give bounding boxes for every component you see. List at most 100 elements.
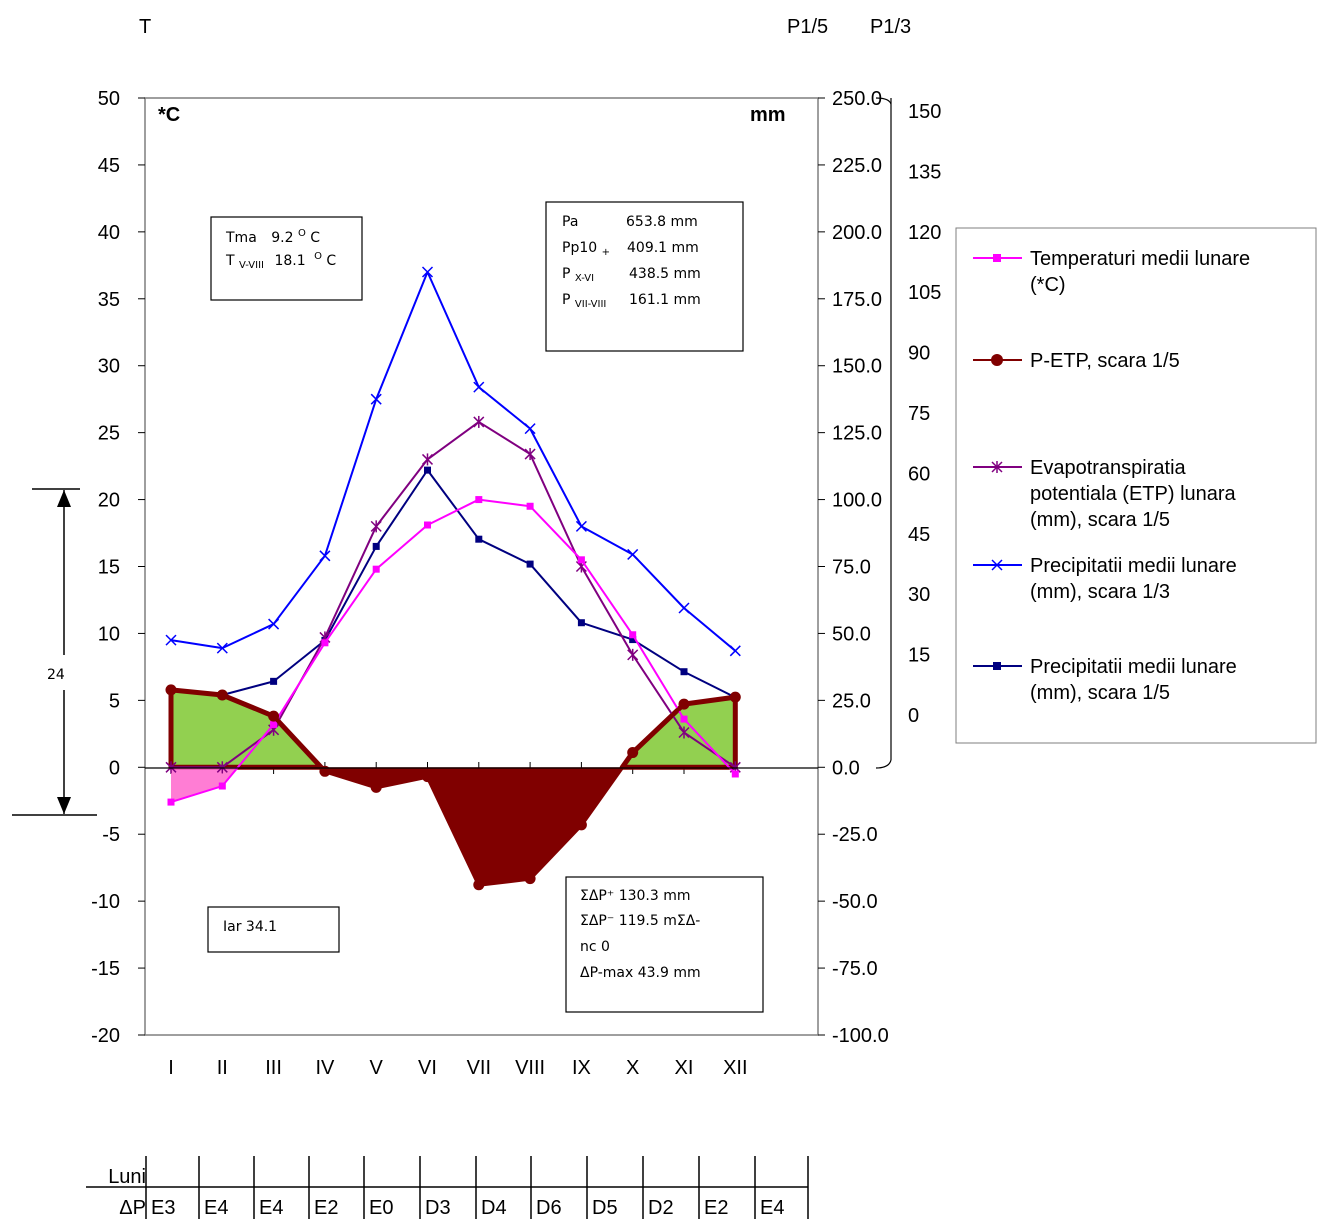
svg-text:P VII-VIII 161.1 m: P VII-VIII 161.1 mm [562, 292, 701, 311]
precipitation-info-box: Pa 653.8 mm Pp10 + 409.1 mm P X-VI 438.5… [545, 201, 744, 352]
right1-tick-label: 150.0 [832, 356, 882, 378]
pv-value: 161.1 mm [629, 292, 701, 308]
right1-tick-label: -50.0 [832, 891, 878, 913]
data-point [216, 642, 228, 654]
x-tick-label: IV [315, 1057, 335, 1079]
left-tick-label: 50 [98, 88, 120, 110]
data-point [680, 668, 688, 676]
data-point [422, 771, 433, 783]
dp-code: D6 [536, 1197, 562, 1219]
data-point [577, 619, 585, 627]
p-etp-areas [168, 687, 738, 885]
data-point [575, 819, 587, 831]
x-tick-label: XII [723, 1057, 747, 1079]
data-point [218, 782, 226, 790]
data-point [216, 689, 228, 701]
data-point [370, 781, 382, 793]
dp-table: Luni ΔP E3 E4 E4 E2 E0 D3 D4 D6 D5 D2 E2 E4 [86, 1156, 809, 1219]
left-tick-label: -10 [91, 891, 120, 913]
data-point [524, 448, 536, 461]
legend: Temperaturi medii lunare (*C) P-ETP, scara… [955, 227, 1317, 744]
frost-area [171, 767, 238, 803]
left-tick-label: 40 [98, 222, 120, 244]
data-point [575, 520, 587, 532]
data-point [678, 698, 690, 710]
right1-tick-label: -100.0 [832, 1025, 889, 1047]
right1-tick-label: 250.0 [832, 88, 882, 110]
dp-code: E2 [314, 1197, 338, 1219]
svg-text:Pa 653.8 mm: Pa 653.8 mm [562, 214, 698, 230]
data-point [165, 684, 177, 696]
tv-unit: C [326, 253, 336, 269]
interval-marker-label: 24 [47, 667, 65, 683]
table-luni-label: Luni [108, 1166, 146, 1188]
left-tick-label: 30 [98, 356, 120, 378]
data-point [372, 542, 380, 550]
legend-label: (mm), scara 1/5 [1030, 682, 1170, 704]
legend-item: Precipitatii medii lunare (mm), scara 1/5 [973, 656, 1237, 704]
data-point [729, 691, 741, 703]
right2-tick-label: 135 [908, 161, 941, 183]
dp-line-4: ΔP-max 43.9 mm [580, 965, 701, 981]
unit-mm-label: mm [750, 104, 786, 126]
data-point [627, 648, 639, 661]
right2-tick-label: 30 [908, 584, 930, 606]
right1-tick-label: 175.0 [832, 289, 882, 311]
data-point [629, 636, 637, 644]
iar-text: Iar 34.1 [223, 919, 277, 935]
right-axis-1-ticks: 250.0 225.0 200.0 175.0 150.0 125.0 100.0 75.0 5… [818, 88, 889, 1047]
dp-code: E2 [704, 1197, 728, 1219]
right1-tick-label: 225.0 [832, 155, 882, 177]
data-point [167, 798, 175, 806]
svg-text:Tma 9.2 O C: Tma 9.2 O C [225, 224, 320, 246]
left-tick-label: 20 [98, 490, 120, 512]
svg-text:Pp10 + 409.1 mm: Pp10 + 409.1 mm [562, 240, 699, 259]
legend-label: (*C) [1030, 274, 1066, 296]
tv-sup: O [314, 251, 322, 262]
data-point [370, 520, 382, 533]
temperature-info-box: Tma 9.2 O C T V-VIII 18.1 O C [210, 216, 363, 301]
data-point [372, 565, 380, 573]
series-lines [165, 266, 741, 891]
left-tick-label: 35 [98, 289, 120, 311]
right1-tick-label: 125.0 [832, 423, 882, 445]
data-point [270, 677, 278, 685]
tma-value: 9.2 [271, 230, 293, 246]
data-point [680, 715, 688, 723]
legend-item: Precipitatii medii lunare (mm), scara 1/3 [973, 555, 1237, 603]
svg-text:T V-VIII 18.1: T V-VIII 18.1 O C [225, 247, 336, 272]
data-point [268, 710, 280, 722]
dp-code: E4 [204, 1197, 228, 1219]
x-tick-label: VIII [515, 1057, 545, 1079]
right-axis-1-title: P1/5 [787, 16, 828, 38]
data-point [731, 770, 739, 778]
left-tick-label: -15 [91, 958, 120, 980]
right2-tick-label: 0 [908, 705, 919, 727]
left-axis-title: T [139, 16, 151, 38]
left-tick-label: 15 [98, 557, 120, 579]
left-tick-label: -5 [102, 824, 120, 846]
legend-item: Evapotranspiratia potentiala (ETP) lunara… [973, 457, 1237, 531]
data-point [475, 535, 483, 543]
legend-label: Precipitatii medii lunare [1030, 656, 1237, 678]
series-line-3 [170, 271, 736, 652]
x-tick-label: VII [467, 1057, 491, 1079]
data-point [526, 502, 534, 510]
series-line-0 [170, 498, 737, 804]
legend-label: (mm), scara 1/3 [1030, 581, 1170, 603]
data-point [627, 747, 639, 759]
right2-tick-label: 120 [908, 222, 941, 244]
data-point [475, 496, 483, 504]
legend-item: Temperaturi medii lunare (*C) [973, 248, 1250, 296]
pv-label: P [562, 292, 570, 308]
series-line-1 [170, 687, 736, 887]
data-point [321, 639, 329, 647]
legend-item: P-ETP, scara 1/5 [973, 350, 1180, 372]
pv-sub: VII-VIII [575, 299, 606, 310]
right2-tick-label: 90 [908, 343, 930, 365]
right1-tick-label: 100.0 [832, 490, 882, 512]
left-tick-label: -20 [91, 1025, 120, 1047]
